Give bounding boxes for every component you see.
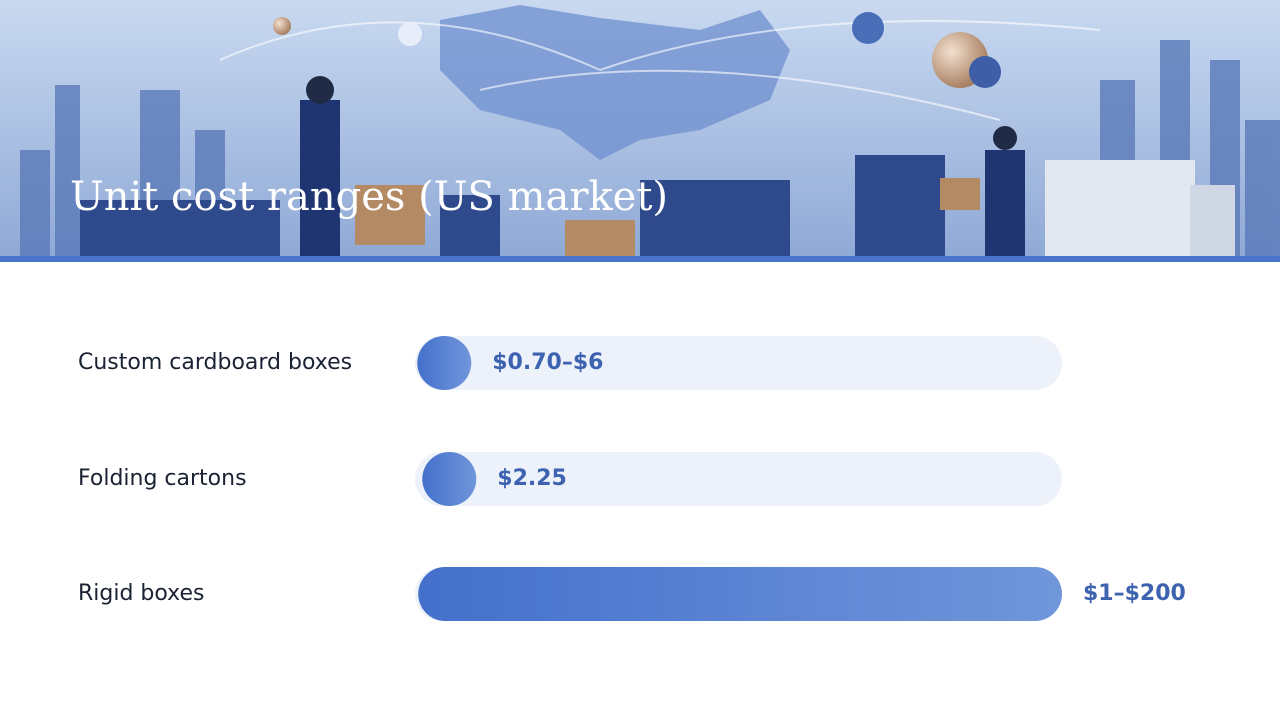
bar [422,452,477,506]
category-label: Folding cartons [78,466,247,491]
bar-track [415,452,1062,506]
bar-track [415,336,1062,390]
value-label: $2.25 [497,466,567,491]
chart-title: Unit cost ranges (US market) [70,174,668,220]
bar [418,567,1062,621]
value-label: $1–$200 [1083,581,1186,606]
category-label: Custom cardboard boxes [78,350,352,375]
category-label: Rigid boxes [78,581,205,606]
value-label: $0.70–$6 [492,350,603,375]
bar [417,336,472,390]
banner [0,0,1280,262]
